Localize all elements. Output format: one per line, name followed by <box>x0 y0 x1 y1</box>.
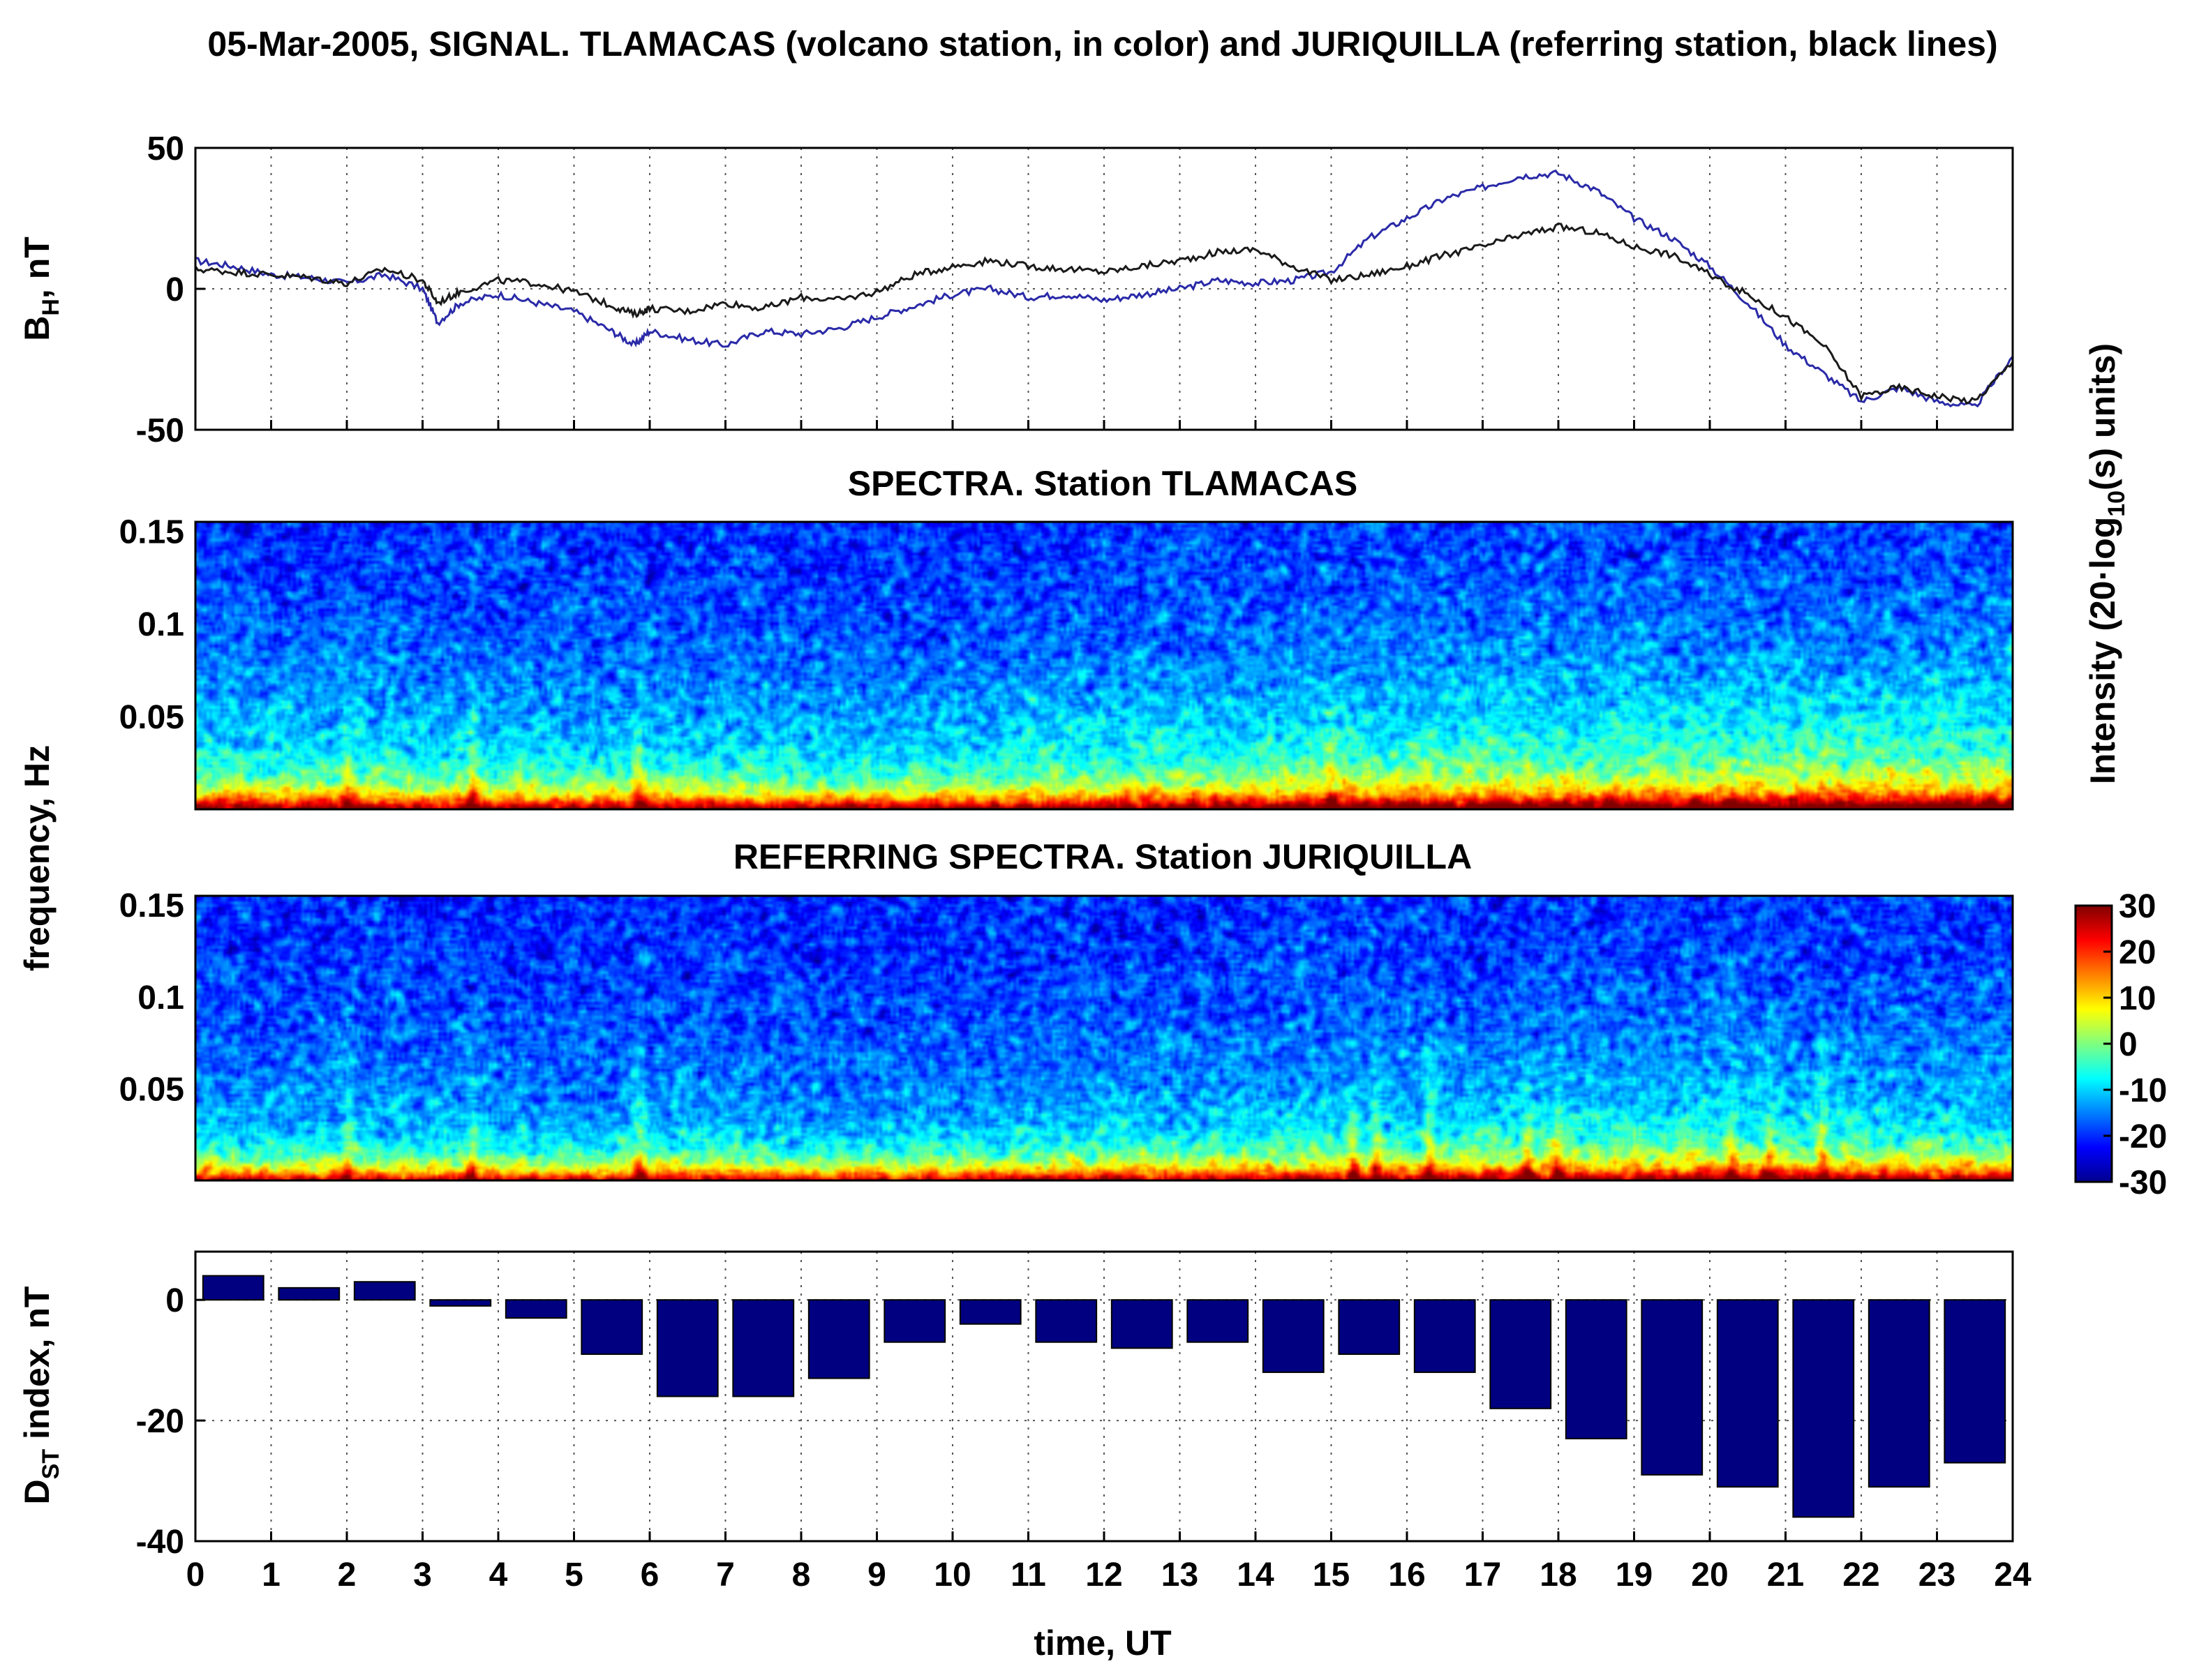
dst-x-tick-label: 23 <box>1918 1557 1955 1593</box>
tlamacas-y-tick-label: 0.15 <box>119 513 184 550</box>
dst-x-tick-label: 17 <box>1464 1557 1501 1593</box>
dst-x-tick-label: 9 <box>867 1557 886 1593</box>
time-axis-label: time, UT <box>1034 1623 1171 1663</box>
colorbar-tick-label: -20 <box>2119 1118 2167 1155</box>
dst-x-tick-label: 19 <box>1616 1557 1653 1593</box>
dst-x-tick-label: 11 <box>1011 1557 1046 1593</box>
dst-x-tick-label: 6 <box>641 1557 659 1593</box>
dst-x-ticks: 0 1 2 3 4 5 6 7 8 9 10 11 12 13 14 15 16 17 18 19 20 21 22 23 24 <box>186 1531 2032 1593</box>
dst-bar <box>1338 1299 1401 1355</box>
dst-bar <box>656 1299 719 1397</box>
dst-bar <box>1565 1299 1627 1440</box>
dst-x-tick-label: 14 <box>1237 1557 1274 1593</box>
juriquilla-panel: 0.05 0.1 0.15 <box>119 887 205 1108</box>
dst-x-tick-label: 0 <box>186 1557 205 1593</box>
dst-bars <box>202 1275 2006 1518</box>
dst-bar <box>1792 1299 1855 1518</box>
juriquilla-spectrogram <box>195 896 2013 1180</box>
juriquilla-spectra-title: REFERRING SPECTRA. Station JURIQUILLA <box>733 837 1472 876</box>
juriquilla-y-tick-label: 0.15 <box>119 887 184 924</box>
dst-x-tick-label: 20 <box>1691 1557 1728 1593</box>
dst-x-tick-label: 18 <box>1540 1557 1577 1593</box>
dst-bar <box>1868 1299 1930 1488</box>
tlamacas-y-tick-label: 0.05 <box>119 699 184 736</box>
bh-panel: -50 0 50 BH, nT <box>17 130 2014 449</box>
dst-x-tick-label: 12 <box>1085 1557 1122 1593</box>
dst-bar <box>1262 1299 1325 1373</box>
dst-y-tick-label: -20 <box>136 1403 184 1440</box>
dst-bar <box>807 1299 870 1379</box>
juriquilla-y-tick-label: 0.05 <box>119 1071 184 1108</box>
colorbar-tick-label: 20 <box>2119 934 2156 971</box>
dst-x-tick-label: 21 <box>1767 1557 1804 1593</box>
bh-series-tlamacas <box>195 169 2014 408</box>
figure-title: 05-Mar-2005, SIGNAL. TLAMACAS (volcano s… <box>207 24 1997 63</box>
dst-y-tick-label: -40 <box>136 1524 184 1561</box>
tlamacas-y-tick-label: 0.1 <box>137 606 184 643</box>
dst-x-tick-label: 4 <box>489 1557 508 1593</box>
dst-bar <box>1716 1299 1779 1488</box>
colorbar-tick-label: 30 <box>2119 888 2156 925</box>
frequency-axis-label: frequency, Hz <box>17 745 57 971</box>
bh-y-tick-label: 0 <box>165 271 184 308</box>
dst-bar <box>1110 1299 1173 1349</box>
dst-x-tick-label: 16 <box>1388 1557 1425 1593</box>
dst-bar <box>1035 1299 1098 1343</box>
dst-y-tick-label: 0 <box>165 1282 184 1319</box>
dst-x-tick-label: 13 <box>1161 1557 1198 1593</box>
dst-x-tick-label: 3 <box>413 1557 432 1593</box>
dst-bar <box>1186 1299 1249 1343</box>
dst-bar <box>505 1299 567 1319</box>
dst-x-tick-label: 1 <box>262 1557 281 1593</box>
bh-y-axis-label: BH, nT <box>17 237 64 341</box>
tlamacas-panel: 0.05 0.1 0.15 <box>119 513 205 736</box>
dst-x-tick-label: 10 <box>934 1557 971 1593</box>
bh-series-juriquilla <box>194 222 2014 405</box>
colorbar-ticks: 30 20 10 0 -10 -20 -30 <box>2103 888 2167 1201</box>
dst-panel: -40-200 0 1 2 3 4 5 6 7 8 9 10 11 12 13 14 15 16 17 18 19 20… <box>17 1250 2032 1663</box>
dst-x-tick-label: 24 <box>1994 1557 2032 1593</box>
colorbar-tick-label: -30 <box>2119 1164 2167 1201</box>
colorbar-tick-label: -10 <box>2119 1072 2167 1109</box>
tlamacas-y-ticks: 0.05 0.1 0.15 <box>119 513 205 736</box>
dst-bar <box>1641 1299 1704 1476</box>
juriquilla-y-ticks: 0.05 0.1 0.15 <box>119 887 205 1108</box>
colorbar-label: Intensity (20·log10(s) units) <box>2083 343 2130 784</box>
dst-bar <box>1944 1299 2006 1464</box>
dst-x-tick-label: 15 <box>1313 1557 1350 1593</box>
colorbar-tick-label: 10 <box>2119 980 2156 1017</box>
tlamacas-spectrogram <box>195 522 2013 809</box>
dst-x-tick-label: 5 <box>565 1557 583 1593</box>
bh-y-tick-label: -50 <box>136 412 184 449</box>
dst-bar <box>1413 1299 1476 1373</box>
dst-bar <box>278 1287 341 1301</box>
dst-y-axis-label: DST index, nT <box>17 1287 64 1505</box>
colorbar: 30 20 10 0 -10 -20 -30 Intensity (20·log10(s) … <box>2074 343 2167 1201</box>
dst-x-tick-label: 2 <box>338 1557 357 1593</box>
dst-bar <box>202 1275 264 1301</box>
dst-grid <box>195 1252 2013 1541</box>
dst-bar <box>1489 1299 1552 1409</box>
dst-bar <box>959 1299 1022 1325</box>
colorbar-tick-label: 0 <box>2119 1026 2138 1063</box>
dst-bar <box>429 1299 492 1307</box>
dst-bar <box>581 1299 643 1355</box>
bh-y-tick-label: 50 <box>147 130 184 167</box>
dst-bar <box>884 1299 946 1343</box>
dst-y-ticks: -40 -20 0 <box>136 1282 205 1561</box>
dst-x-tick-label: 22 <box>1842 1557 1879 1593</box>
dst-bar <box>732 1299 795 1397</box>
bh-y-ticks: -50 0 50 <box>136 130 1938 449</box>
bh-lines <box>194 169 2014 408</box>
dst-x-tick-label: 7 <box>716 1557 735 1593</box>
bh-grid <box>195 148 2013 430</box>
juriquilla-y-tick-label: 0.1 <box>137 980 184 1017</box>
dst-x-tick-label: 8 <box>792 1557 811 1593</box>
dst-bar <box>353 1281 416 1301</box>
tlamacas-spectra-title: SPECTRA. Station TLAMACAS <box>848 464 1358 503</box>
